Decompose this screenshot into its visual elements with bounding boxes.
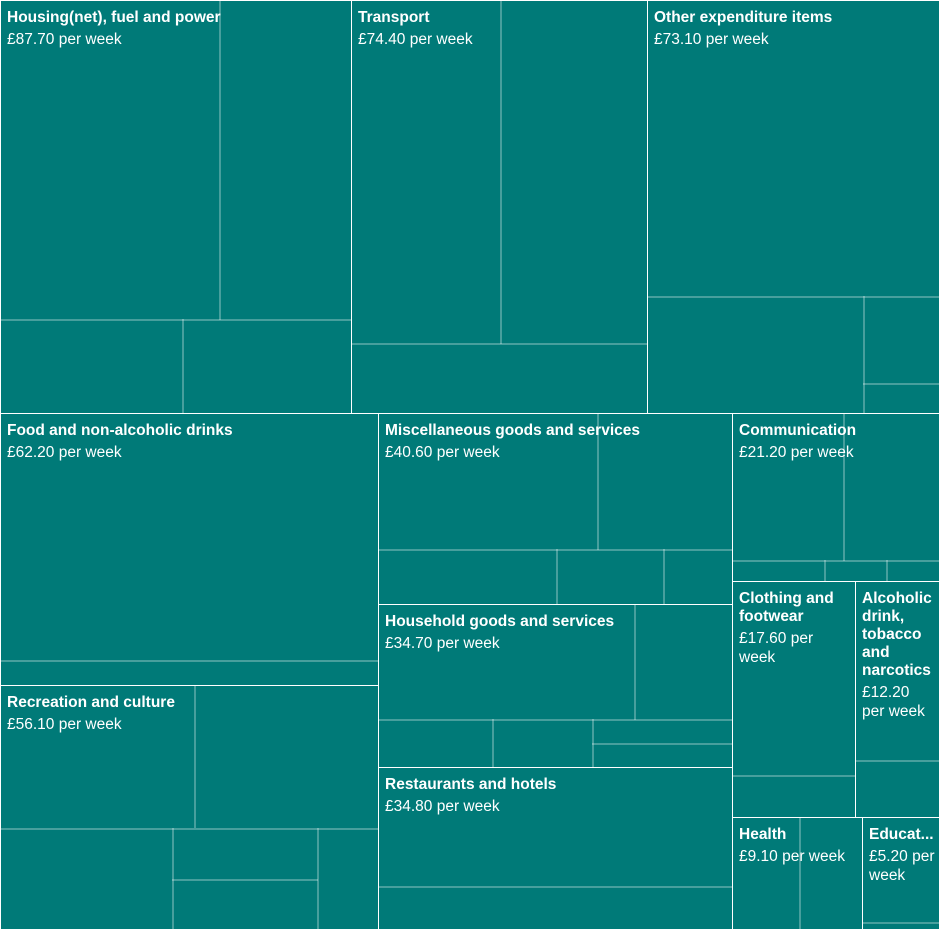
tile-name: Alcoholic drink, tobacco and narcotics [862, 590, 932, 679]
tile-label: Transport £74.40 per week [358, 9, 643, 49]
subcategory-divider [172, 879, 318, 881]
tile-name: Health [739, 826, 787, 843]
subcategory-divider [379, 719, 732, 721]
tile-miscellaneous[interactable]: Miscellaneous goods and services £40.60 … [378, 413, 733, 605]
tile-label: Alcoholic drink, tobacco and narcotics £… [862, 590, 935, 721]
subcategory-divider [556, 549, 558, 604]
tile-value: £62.20 per week [7, 444, 122, 461]
tile-label: Recreation and culture £56.10 per week [7, 694, 374, 734]
subcategory-divider [379, 549, 732, 551]
tile-value: £34.80 per week [385, 798, 500, 815]
tile-label: Other expenditure items £73.10 per week [654, 9, 935, 49]
subcategory-divider [1, 828, 378, 830]
tile-name: Recreation and culture [7, 694, 175, 711]
tile-other-expenditure[interactable]: Other expenditure items £73.10 per week [647, 0, 940, 414]
tile-value: £5.20 per week [869, 848, 935, 884]
subcategory-divider [863, 383, 939, 385]
tile-value: £87.70 per week [7, 31, 122, 48]
tile-value: £21.20 per week [739, 444, 854, 461]
subcategory-divider [733, 560, 939, 562]
tile-label: Communication £21.20 per week [739, 422, 935, 462]
tile-label: Food and non-alcoholic drinks £62.20 per… [7, 422, 374, 462]
tile-education[interactable]: Educat... £5.20 per week [862, 817, 940, 930]
tile-label: Health £9.10 per week [739, 826, 858, 866]
subcategory-divider [172, 828, 174, 929]
tile-clothing[interactable]: Clothing and footwear £17.60 per week [732, 581, 856, 818]
tile-housing[interactable]: Housing(net), fuel and power £87.70 per … [0, 0, 352, 414]
tile-value: £9.10 per week [739, 848, 845, 865]
tile-name: Educat... [869, 826, 934, 843]
subcategory-divider [1, 319, 351, 321]
tile-name: Restaurants and hotels [385, 776, 557, 793]
tile-label: Housing(net), fuel and power £87.70 per … [7, 9, 347, 49]
tile-label: Clothing and footwear £17.60 per week [739, 590, 851, 667]
subcategory-divider [856, 760, 939, 762]
tile-name: Miscellaneous goods and services [385, 422, 640, 439]
tile-value: £17.60 per week [739, 630, 814, 666]
tile-transport[interactable]: Transport £74.40 per week [351, 0, 648, 414]
tile-health[interactable]: Health £9.10 per week [732, 817, 863, 930]
tile-name: Household goods and services [385, 613, 615, 630]
subcategory-divider [352, 343, 647, 345]
tile-name: Transport [358, 9, 430, 26]
subcategory-divider [863, 922, 939, 924]
subcategory-divider [500, 1, 502, 344]
subcategory-divider [182, 319, 184, 413]
tile-label: Household goods and services £34.70 per … [385, 613, 728, 653]
subcategory-divider [648, 296, 939, 298]
tile-name: Communication [739, 422, 857, 439]
tile-label: Restaurants and hotels £34.80 per week [385, 776, 728, 816]
subcategory-divider [592, 743, 732, 745]
tile-name: Clothing and footwear [739, 590, 834, 625]
tile-food[interactable]: Food and non-alcoholic drinks £62.20 per… [0, 413, 379, 686]
subcategory-divider [592, 719, 594, 767]
tile-name: Other expenditure items [654, 9, 833, 26]
tile-value: £56.10 per week [7, 716, 122, 733]
tile-value: £12.20 per week [862, 684, 925, 720]
subcategory-divider [1, 660, 378, 662]
subcategory-divider [863, 296, 865, 413]
subcategory-divider [379, 886, 732, 888]
subcategory-divider [824, 560, 826, 581]
tile-value: £73.10 per week [654, 31, 769, 48]
tile-value: £74.40 per week [358, 31, 473, 48]
subcategory-divider [317, 828, 319, 929]
tile-value: £34.70 per week [385, 635, 500, 652]
tile-value: £40.60 per week [385, 444, 500, 461]
tile-recreation[interactable]: Recreation and culture £56.10 per week [0, 685, 379, 930]
tile-label: Educat... £5.20 per week [869, 826, 935, 885]
subcategory-divider [663, 549, 665, 604]
tile-alcoholic-drink[interactable]: Alcoholic drink, tobacco and narcotics £… [855, 581, 940, 818]
tile-label: Miscellaneous goods and services £40.60 … [385, 422, 728, 462]
subcategory-divider [886, 560, 888, 581]
tile-name: Housing(net), fuel and power [7, 9, 221, 26]
subcategory-divider [733, 775, 855, 777]
tile-restaurants[interactable]: Restaurants and hotels £34.80 per week [378, 767, 733, 930]
subcategory-divider [492, 719, 494, 767]
tile-name: Food and non-alcoholic drinks [7, 422, 233, 439]
tile-communication[interactable]: Communication £21.20 per week [732, 413, 940, 582]
tile-household[interactable]: Household goods and services £34.70 per … [378, 604, 733, 768]
